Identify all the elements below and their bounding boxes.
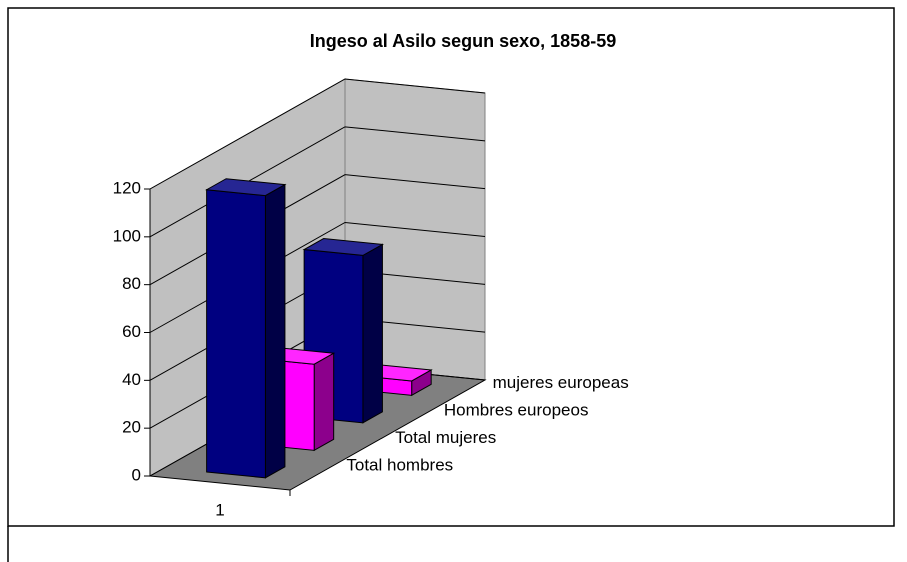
bar-side — [313, 352, 335, 452]
bar-top — [205, 178, 287, 197]
bar-side — [362, 243, 383, 424]
bar-side — [264, 183, 286, 479]
y-tick-label: 60 — [122, 322, 141, 341]
y-tick-label: 40 — [122, 370, 141, 389]
x-tick-label: 1 — [215, 500, 224, 519]
y-tick-label: 0 — [132, 465, 141, 484]
grid-line — [149, 78, 486, 190]
y-tick-label: 120 — [113, 178, 141, 197]
series-label: Hombres europeos — [444, 401, 589, 420]
bar — [205, 178, 287, 479]
series-label: mujeres europeas — [493, 373, 629, 392]
series-label: Total hombres — [346, 456, 453, 475]
y-tick-label: 80 — [122, 274, 141, 293]
y-tick-label: 100 — [113, 226, 141, 245]
chart-title: Ingeso al Asilo segun sexo, 1858-59 — [310, 31, 616, 51]
series-label: Total mujeres — [395, 428, 496, 447]
y-tick-label: 20 — [122, 418, 141, 437]
bar-top — [302, 238, 385, 256]
bar-front — [206, 189, 266, 479]
